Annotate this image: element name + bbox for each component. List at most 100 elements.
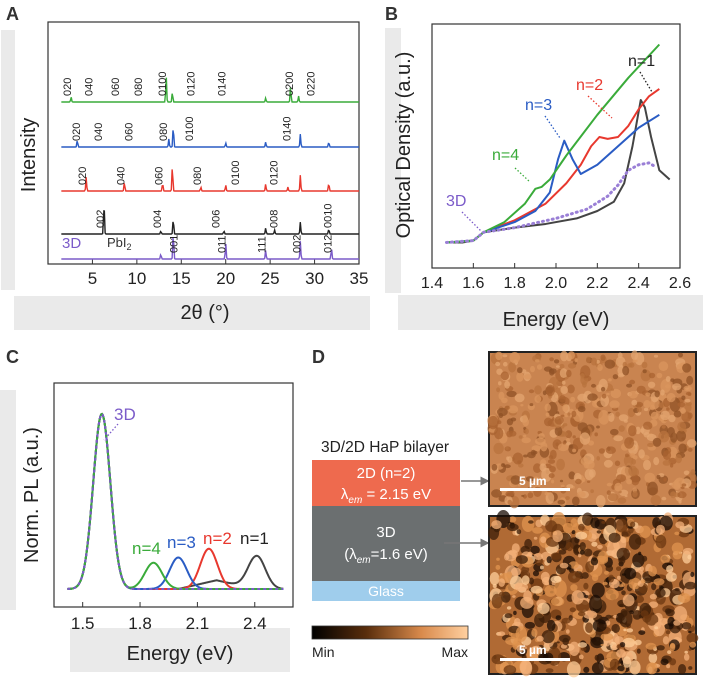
pl-map-speckle [491, 654, 505, 665]
pl-map-speckle [663, 477, 667, 482]
panel-b-xtick-label: 1.6 [462, 275, 484, 292]
pl-map-speckle [538, 433, 545, 439]
pl-map-speckle [591, 574, 599, 582]
panel-a-xlabel: 2θ (°) [180, 302, 229, 324]
pl-map-speckle [604, 359, 616, 369]
panel-a-xtick-label: 15 [172, 269, 191, 288]
pl-map-speckle [516, 529, 522, 535]
panel-a-peak-label: 020 [77, 167, 89, 185]
pl-map-speckle [508, 361, 516, 373]
pl-map-speckle [584, 468, 594, 481]
pl-map-speckle [560, 386, 568, 394]
pl-map-speckle [546, 556, 552, 564]
pl-map-speckle [567, 412, 571, 416]
pl-map-speckle [549, 357, 554, 362]
pl-map-speckle [601, 520, 606, 524]
pl-map-speckle [677, 593, 691, 603]
panel-b-annotation-leader [544, 115, 561, 139]
pl-map-speckle [607, 412, 615, 422]
pl-map-speckle [549, 466, 556, 473]
pl-map-speckle [565, 629, 570, 634]
pl-map-speckle [678, 352, 683, 358]
pl-map-speckle [578, 553, 582, 558]
pl-map-speckle [577, 611, 586, 617]
pl-map-speckle [652, 437, 662, 447]
layer-2d-emission: λem = 2.15 eV [341, 486, 431, 506]
pl-map-speckle [533, 536, 538, 540]
pl-map-speckle [597, 544, 603, 550]
pl-map-speckle [514, 582, 528, 592]
pl-map-speckle [569, 607, 576, 613]
panel-b-series-3D [444, 161, 657, 244]
pl-map-speckle [620, 536, 627, 544]
glass-label: Glass [368, 583, 404, 599]
pl-map-speckle [519, 659, 532, 675]
panel-c-xtick-label: 2.1 [186, 614, 210, 633]
pl-map-speckle [686, 633, 699, 643]
pl-map-speckle [646, 662, 658, 675]
pl-map-speckle [523, 454, 528, 458]
pl-map-speckle [541, 630, 555, 644]
panel-c-xlabel-bg [70, 628, 290, 672]
pl-map-speckle [687, 447, 693, 452]
pl-map-speckle [613, 435, 624, 442]
pl-map-speckle [601, 393, 607, 399]
pl-map-speckle [616, 575, 621, 580]
pl-map-speckle [572, 496, 580, 506]
pl-map-speckle [615, 411, 620, 417]
panel-a-peak-label: 002 [291, 235, 303, 253]
pl-map-speckle [605, 620, 611, 626]
pl-map-speckle [495, 564, 501, 570]
pl-map-speckle [638, 630, 646, 635]
pl-map-speckle [577, 568, 582, 572]
pl-map-speckle [643, 421, 653, 430]
pl-map-speckle [491, 593, 503, 609]
pl-map-speckle [665, 376, 671, 382]
pl-map-speckle [559, 368, 568, 378]
pl-map-speckle [530, 585, 543, 594]
pl-map-speckle [562, 423, 568, 427]
pl-map-speckle [535, 359, 540, 363]
pl-map-speckle [690, 469, 696, 476]
pl-map-speckle [600, 386, 606, 392]
pl-map-speckle [656, 372, 663, 379]
colorbar-max: Max [442, 644, 468, 660]
pl-map-speckle [571, 530, 576, 535]
pl-map-speckle [533, 463, 542, 474]
pl-map-speckle [636, 406, 642, 413]
pl-map-speckle [630, 452, 635, 458]
pl-map-speckle [678, 443, 687, 454]
pl-map-speckle [667, 650, 672, 654]
pl-map-speckle [540, 565, 544, 570]
pl-map-speckle [504, 464, 511, 469]
pl-map-speckle [653, 457, 660, 466]
panel-b-annotation-label: n=2 [576, 77, 603, 94]
pl-map-speckle [563, 522, 574, 534]
pl-map-speckle [686, 375, 694, 385]
pl-map-speckle [506, 523, 519, 532]
pl-map-speckle [546, 619, 556, 632]
pl-map-speckle [542, 390, 547, 396]
pl-map-speckle [550, 597, 565, 607]
panel-c-xtick-label: 2.4 [243, 614, 267, 633]
pl-map-speckle [513, 610, 517, 616]
pl-map-speckle [594, 432, 598, 437]
pl-map-speckle [648, 652, 658, 664]
panel-a-axes [47, 21, 360, 265]
pl-map-speckle [544, 403, 551, 412]
pl-map-speckle [647, 442, 654, 448]
pl-map-speckle [618, 425, 625, 432]
pl-map-speckle [677, 421, 687, 432]
pl-map-speckle [583, 610, 598, 619]
pl-map-speckle [509, 430, 517, 437]
panel-a-peak-label: 020 [62, 78, 74, 96]
panel-a-peak-label: 0140 [217, 72, 229, 96]
pl-map-speckle [570, 518, 578, 528]
pl-map-speckle [583, 548, 593, 557]
pl-maps: 5 µm 5 µm [487, 350, 699, 678]
pl-map-speckle [527, 492, 534, 499]
panel-b-xtick-label: 2.0 [545, 275, 567, 292]
pl-map-speckle [656, 645, 665, 651]
pl-map-speckle [510, 475, 521, 485]
pl-map-speckle [550, 552, 562, 560]
